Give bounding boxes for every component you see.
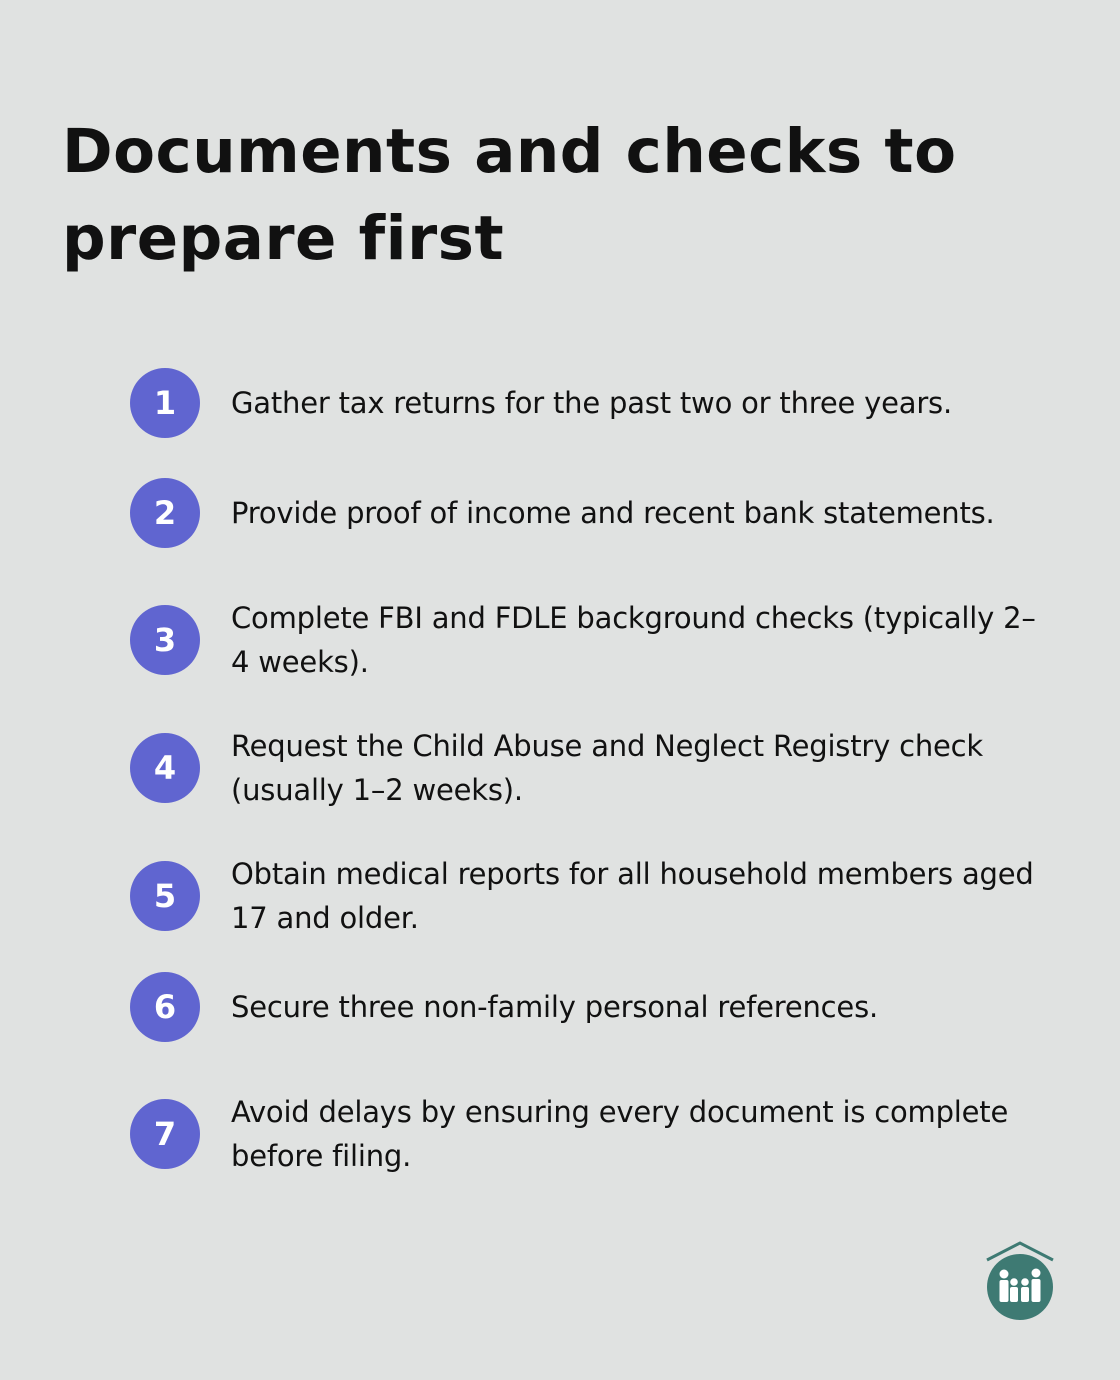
step-number-badge: 7 (130, 1099, 200, 1169)
step-number-badge: 5 (130, 861, 200, 931)
step-number-badge: 2 (130, 478, 200, 548)
family-house-icon (986, 1241, 1054, 1320)
step-item: 7 Avoid delays by ensuring every documen… (130, 1090, 1050, 1178)
step-text: Secure three non-family personal referen… (231, 990, 878, 1024)
step-text: Complete FBI and FDLE background checks … (231, 601, 1036, 679)
step-item: 2 Provide proof of income and recent ban… (130, 478, 1050, 548)
step-number-badge: 4 (130, 733, 200, 803)
step-item: 5 Obtain medical reports for all househo… (130, 852, 1050, 940)
step-text: Avoid delays by ensuring every document … (231, 1095, 1009, 1173)
step-number-badge: 3 (130, 605, 200, 675)
step-text: Obtain medical reports for all household… (231, 857, 1034, 935)
step-text: Gather tax returns for the past two or t… (231, 386, 952, 420)
page-title: Documents and checks to prepare first (62, 116, 957, 274)
step-number-badge: 1 (130, 368, 200, 438)
step-item: 6 Secure three non-family personal refer… (130, 972, 1050, 1042)
step-item: 3 Complete FBI and FDLE background check… (130, 596, 1050, 684)
step-text: Provide proof of income and recent bank … (231, 496, 995, 530)
step-text: Request the Child Abuse and Neglect Regi… (231, 729, 983, 807)
step-item: 1 Gather tax returns for the past two or… (130, 368, 1050, 438)
step-number-badge: 6 (130, 972, 200, 1042)
step-item: 4 Request the Child Abuse and Neglect Re… (130, 724, 1050, 812)
